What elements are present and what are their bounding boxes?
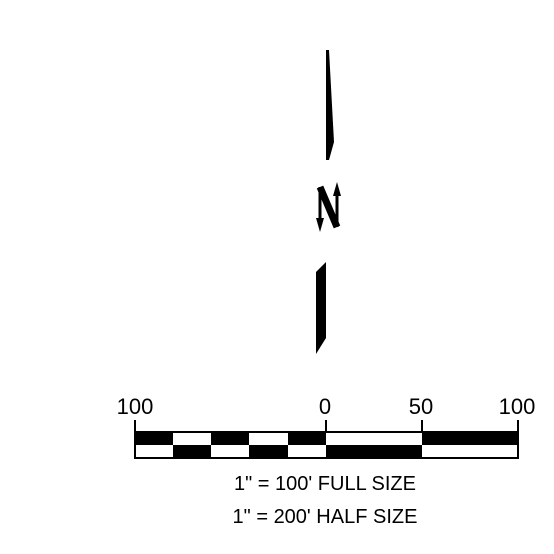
- scale-bar-segment: [211, 432, 249, 445]
- scale-bar-segment: [326, 445, 422, 458]
- scale-bar-segment: [288, 432, 326, 445]
- scale-bar: 100 0 50 100 1" = 100' FULL SIZE 1" = 20…: [117, 394, 536, 528]
- scale-bar-segment: [135, 432, 173, 445]
- scale-note-full-size: 1" = 100' FULL SIZE: [234, 473, 416, 495]
- north-arrow-lower-segment: [316, 262, 326, 354]
- scale-bar-outline-stroke: [134, 431, 519, 459]
- north-letter-icon: [316, 182, 341, 232]
- north-arrow-icon: [316, 50, 341, 354]
- scale-tick-label-0: 0: [319, 394, 331, 419]
- scale-tick-label-100-left: 100: [117, 394, 154, 419]
- scale-note-half-size: 1" = 200' HALF SIZE: [233, 506, 418, 528]
- scale-tick-label-100-right: 100: [499, 394, 536, 419]
- scale-bar-segment: [422, 432, 518, 445]
- scale-bar-segment: [173, 445, 211, 458]
- scale-tick-label-50: 50: [409, 394, 433, 419]
- north-arrow-upper-spear: [326, 50, 334, 160]
- scale-bar-segment: [249, 445, 288, 458]
